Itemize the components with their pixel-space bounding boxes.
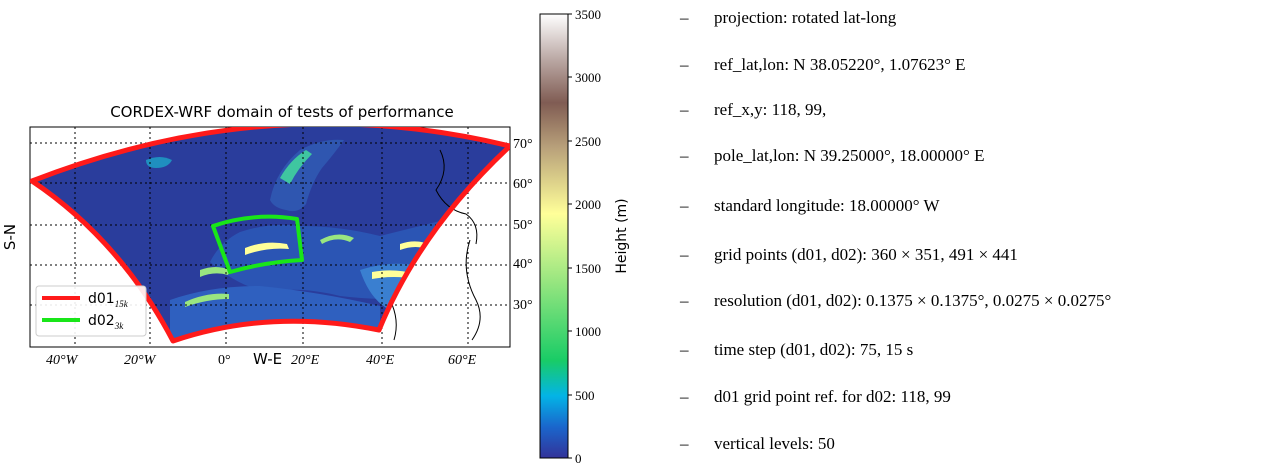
map-title: CORDEX-WRF domain of tests of performanc… (110, 103, 454, 121)
list-bullet: – (680, 434, 689, 453)
map-svg: CORDEX-WRF domain of tests of performanc… (1, 7, 630, 466)
lon-tick-20w: 20°W (124, 353, 157, 368)
carpathians-ridge (320, 234, 354, 244)
legend: d0115k d023k (35, 285, 147, 337)
param-time-step: – time step (d01, d02): 75, 15 s (680, 340, 913, 360)
lon-tick-labels: 40°W 20°W 0° 20°E 40°E 60°E (46, 353, 477, 368)
param-standard-longitude: – standard longitude: 18.00000° W (680, 196, 940, 216)
colorbar (539, 13, 569, 459)
lon-tick-0: 0° (218, 353, 231, 368)
param-text: pole_lat,lon: N 39.25000°, 18.00000° E (714, 146, 985, 165)
scandinavia-landmass (270, 139, 344, 212)
param-vertical-levels: – vertical levels: 50 (680, 434, 835, 454)
colorbar-label: Height (m) (614, 198, 630, 273)
lon-tick-40w: 40°W (46, 353, 79, 368)
alps-ridge (245, 242, 289, 255)
list-bullet: – (680, 146, 689, 165)
y-axis-label: S-N (1, 224, 19, 250)
lon-tick-20e: 20°E (291, 353, 320, 368)
lon-tick-60e: 60°E (448, 353, 477, 368)
param-projection: – projection: rotated lat-long (680, 8, 896, 28)
parameter-list: – projection: rotated lat-long – ref_lat,l… (680, 0, 1266, 466)
domain-d01-outline (30, 127, 510, 344)
iberia-highlands (200, 267, 230, 277)
list-bullet: – (680, 196, 689, 215)
legend-d01-label: d0115k (88, 291, 129, 309)
param-text: time step (d01, d02): 75, 15 s (714, 340, 914, 359)
list-bullet: – (680, 55, 689, 74)
domain-d02-outline (211, 214, 304, 274)
cbar-tick-500: 500 (575, 388, 595, 403)
param-text: standard longitude: 18.00000° W (714, 196, 940, 215)
param-text: vertical levels: 50 (714, 434, 835, 453)
list-bullet: – (680, 8, 689, 27)
list-bullet: – (680, 291, 689, 310)
param-text: resolution (d01, d02): 0.1375 × 0.1375°,… (714, 291, 1112, 310)
scandinavia-highlands (280, 150, 312, 184)
legend-d02-label: d023k (88, 313, 124, 331)
param-text: ref_x,y: 118, 99, (714, 100, 827, 119)
param-ref-x-y: – ref_x,y: 118, 99, (680, 100, 826, 120)
lat-tick-60: 60° (513, 177, 533, 192)
list-bullet: – (680, 387, 689, 406)
cbar-tick-0: 0 (575, 451, 582, 466)
lat-tick-70: 70° (513, 137, 533, 152)
param-ref-lat-lon: – ref_lat,lon: N 38.05220°, 1.07623° E (680, 55, 966, 75)
x-axis-label: W-E (253, 350, 282, 368)
list-bullet: – (680, 340, 689, 359)
iceland-landmass (146, 157, 172, 168)
lat-tick-30: 30° (513, 298, 533, 313)
cbar-tick-2000: 2000 (575, 197, 601, 212)
cbar-tick-1000: 1000 (575, 324, 601, 339)
atlas-mountains (185, 293, 229, 307)
lat-tick-40: 40° (513, 257, 533, 272)
param-text: ref_lat,lon: N 38.05220°, 1.07623° E (714, 55, 966, 74)
param-d01-grid-ref: – d01 grid point ref. for d02: 118, 99 (680, 387, 951, 407)
lat-tick-50: 50° (513, 218, 533, 233)
list-bullet: – (680, 100, 689, 119)
list-bullet: – (680, 245, 689, 264)
param-grid-points: – grid points (d01, d02): 360 × 351, 491 … (680, 245, 1018, 265)
param-text: grid points (d01, d02): 360 × 351, 491 ×… (714, 245, 1018, 264)
map-figure: CORDEX-WRF domain of tests of performanc… (1, 7, 630, 466)
param-text: d01 grid point ref. for d02: 118, 99 (714, 387, 951, 406)
cbar-tick-3000: 3000 (575, 70, 601, 85)
lon-tick-40e: 40°E (366, 353, 395, 368)
cbar-tick-3500: 3500 (575, 7, 601, 22)
colorbar-tick-labels: 3500 3000 2500 2000 1500 1000 500 0 (575, 7, 601, 466)
graticule (30, 127, 510, 347)
cbar-tick-1500: 1500 (575, 261, 601, 276)
param-pole-lat-lon: – pole_lat,lon: N 39.25000°, 18.00000° E (680, 146, 984, 166)
param-text: projection: rotated lat-long (714, 8, 897, 27)
cbar-tick-2500: 2500 (575, 134, 601, 149)
colorbar-ticks (568, 13, 572, 459)
param-resolution: – resolution (d01, d02): 0.1375 × 0.1375°… (680, 291, 1111, 311)
lat-tick-labels: 70° 60° 50° 40° 30° (513, 137, 533, 313)
